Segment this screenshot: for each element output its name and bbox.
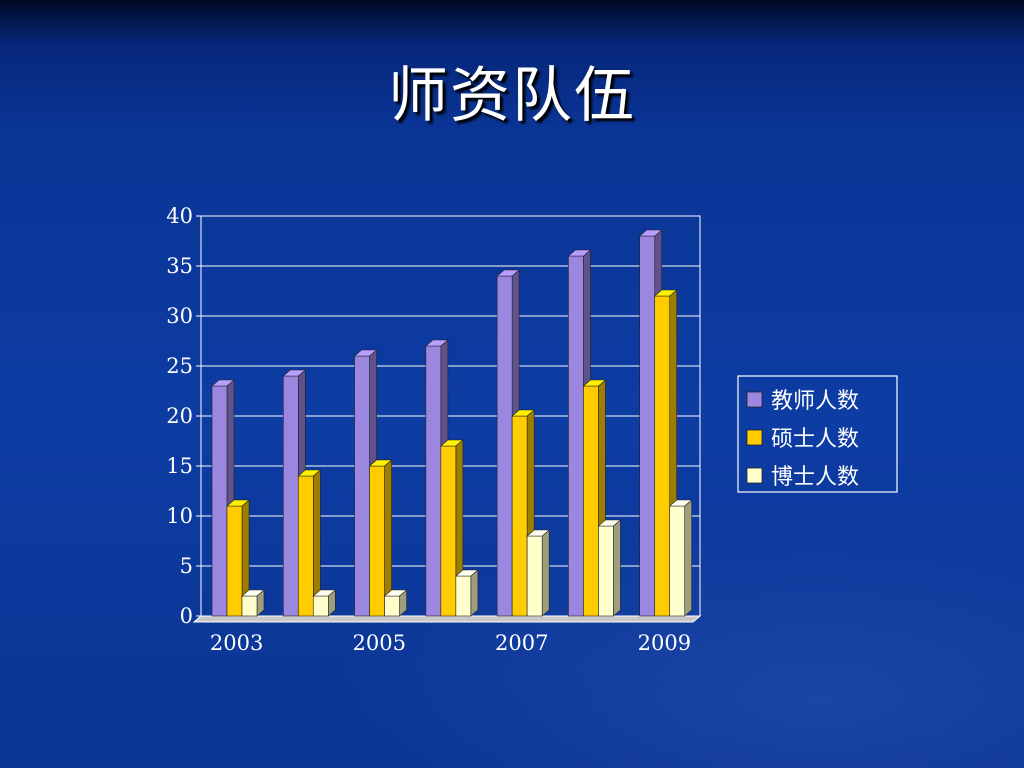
bar-front [598, 525, 614, 617]
bar-top [597, 519, 622, 527]
bar [368, 459, 393, 617]
bar-top [312, 589, 337, 597]
legend-label: 教师人数 [771, 389, 859, 414]
legend-swatch [746, 467, 763, 484]
bar-front [211, 385, 228, 617]
y-tick-label: 25 [166, 354, 193, 378]
bar-top [668, 499, 693, 507]
bar-top [211, 379, 235, 387]
bar-side [541, 529, 550, 617]
bar-front [669, 505, 686, 617]
bar-top [440, 439, 464, 447]
bar-front [354, 355, 370, 617]
bar-front [583, 385, 599, 617]
y-tick-label: 0 [180, 604, 193, 628]
x-tick-label: 2005 [352, 631, 405, 655]
bar-top [455, 569, 479, 577]
bar-front [639, 235, 656, 617]
bar-front [654, 295, 671, 617]
bar-top [241, 589, 265, 597]
bar-front [369, 465, 385, 617]
x-tick-label: 2003 [210, 631, 263, 655]
bar [297, 469, 322, 617]
x-tick-label: 2007 [495, 631, 548, 655]
legend-swatch [746, 429, 763, 446]
bar [226, 499, 250, 617]
bar-top [282, 369, 307, 377]
y-tick-label: 40 [166, 204, 193, 228]
bar [668, 499, 693, 617]
bar [312, 589, 337, 617]
bar [526, 529, 550, 617]
bar-top [383, 589, 408, 597]
legend-label: 硕士人数 [771, 427, 859, 452]
y-tick-label: 35 [166, 254, 193, 278]
bar [597, 519, 622, 617]
bar-side [684, 499, 693, 617]
y-tick-label: 10 [166, 504, 193, 528]
bar-top [653, 289, 678, 297]
bar-top [226, 499, 250, 507]
bar-front [511, 415, 528, 617]
bar-front [496, 275, 513, 617]
bar-front [226, 505, 243, 617]
bar-side [613, 519, 621, 617]
bar-front [440, 445, 457, 617]
chart-floor [192, 615, 702, 623]
y-tick-label: 5 [180, 554, 193, 578]
bar-top [638, 229, 663, 237]
bar-top [297, 469, 322, 477]
y-tick-label: 30 [166, 304, 193, 328]
bar-top [368, 459, 393, 467]
bar-top [582, 379, 607, 387]
bar-front [568, 255, 584, 617]
legend-label: 博士人数 [771, 465, 859, 490]
bar-top [526, 529, 550, 537]
bar-front [455, 575, 472, 617]
legend-item: 教师人数 [746, 389, 859, 414]
y-tick-label: 20 [166, 404, 193, 428]
legend-box [737, 375, 898, 493]
bar-front [526, 535, 543, 617]
bar-top [425, 339, 449, 347]
bar-front [384, 595, 400, 617]
bar-top [511, 409, 535, 417]
bar-front [241, 595, 258, 617]
bar-top [567, 249, 592, 257]
bar [455, 569, 479, 617]
bar-front [282, 375, 299, 617]
bar-side [470, 569, 479, 617]
bar [383, 589, 408, 617]
x-tick-label: 2009 [638, 631, 691, 655]
bar [440, 439, 464, 617]
bar-front [297, 475, 314, 617]
y-tick-label: 15 [166, 454, 193, 478]
slide-title: 师资队伍 [388, 61, 636, 131]
bar [241, 589, 265, 617]
legend-item: 博士人数 [746, 465, 859, 490]
legend-item: 硕士人数 [746, 427, 859, 452]
legend-swatch [746, 391, 763, 408]
bar-top [496, 269, 520, 277]
bar-front [312, 595, 329, 617]
bar-front [425, 345, 442, 617]
bar-top [353, 349, 378, 357]
